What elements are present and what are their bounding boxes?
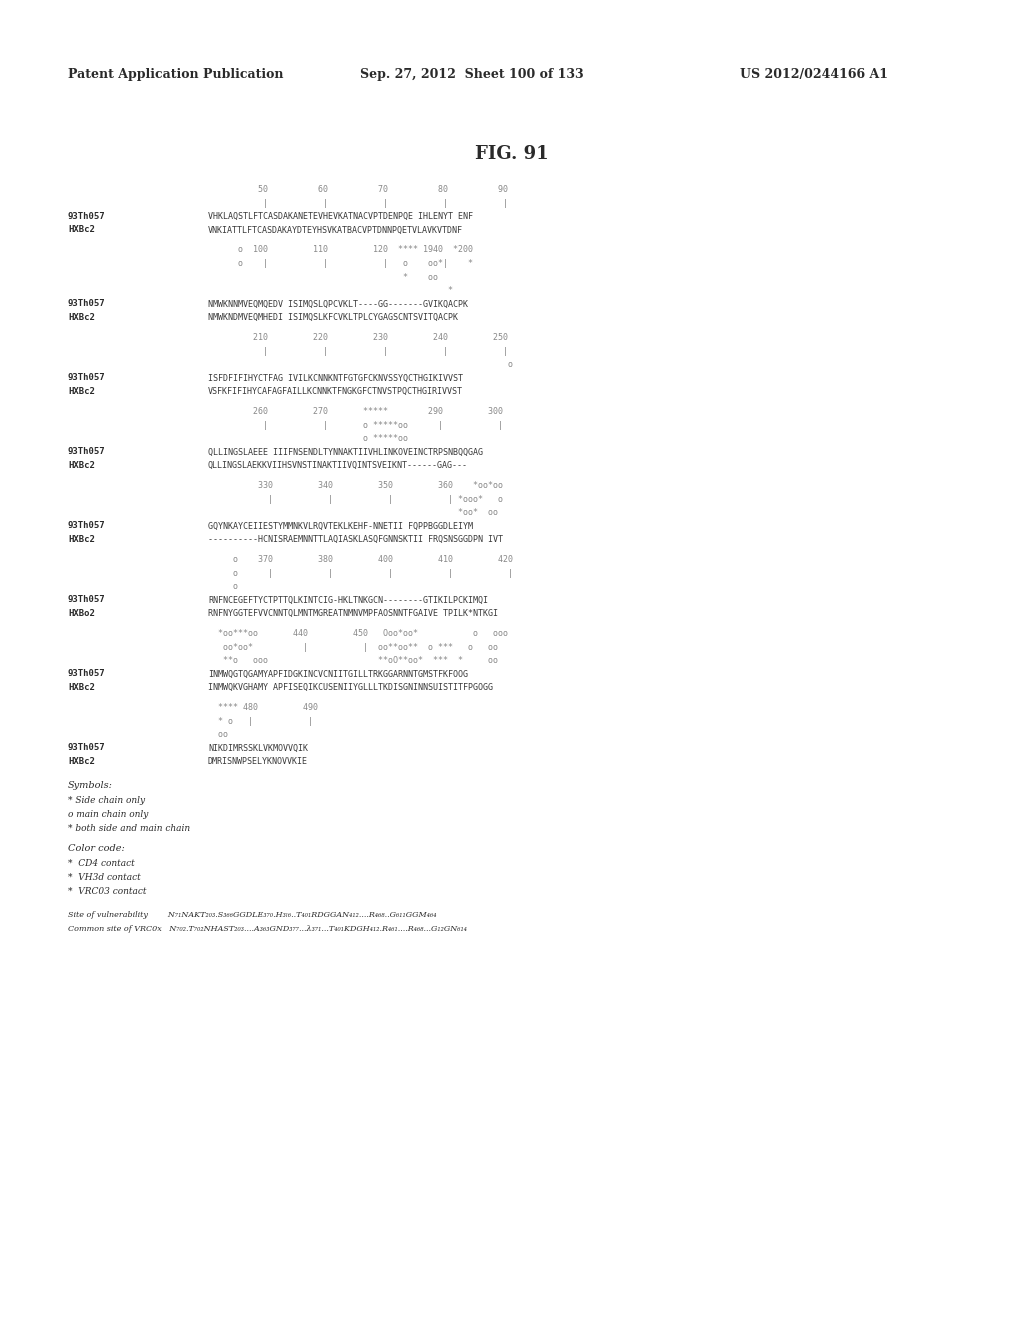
Text: **** 480         490: **** 480 490 — [208, 704, 318, 711]
Text: * Side chain only: * Side chain only — [68, 796, 145, 805]
Text: Symbols:: Symbols: — [68, 781, 113, 789]
Text: 93Th057: 93Th057 — [68, 743, 105, 752]
Text: VSFKFIFIHYCAFAGFAILLKCNNKTFNGKGFCTNVSTPQCTHGIRIVVST: VSFKFIFIHYCAFAGFAILLKCNNKTFNGKGFCTNVSTPQ… — [208, 387, 463, 396]
Text: 93Th057: 93Th057 — [68, 213, 105, 220]
Text: **o   ooo                      **oO**oo*  ***  *     oo: **o ooo **oO**oo* *** * oo — [208, 656, 498, 665]
Text: *: * — [208, 286, 453, 294]
Text: VNKIATTLFTCASDAKAYDTEYHSVKATBACVPTDNNPQETVLAVKVTDNF: VNKIATTLFTCASDAKAYDTEYHSVKATBACVPTDNNPQE… — [208, 226, 463, 235]
Text: QLLINGSLAEKKVIIHSVNSTINAKTIIVQINTSVEIKNT------GAG---: QLLINGSLAEKKVIIHSVNSTINAKTIIVQINTSVEIKNT… — [208, 461, 468, 470]
Text: VHKLAQSTLFTCASDAKANETEVHEVKATNACVPTDENPQE IHLENYT ENF: VHKLAQSTLFTCASDAKANETEVHEVKATNACVPTDENPQ… — [208, 213, 473, 220]
Text: HXBo2: HXBo2 — [68, 609, 95, 618]
Text: 93Th057: 93Th057 — [68, 300, 105, 309]
Text: |           |       o *****oo      |           |: | | o *****oo | | — [208, 421, 503, 429]
Text: 93Th057: 93Th057 — [68, 374, 105, 383]
Text: * both side and main chain: * both side and main chain — [68, 824, 190, 833]
Text: QLLINGSLAEEE IIIFNSENDLTYNNAKTIIVHLINKOVEINCTRPSNBQQGAG: QLLINGSLAEEE IIIFNSENDLTYNNAKTIIVHLINKOV… — [208, 447, 483, 457]
Text: HXBc2: HXBc2 — [68, 313, 95, 322]
Text: 93Th057: 93Th057 — [68, 521, 105, 531]
Text: |           |           |           |           |: | | | | | — [208, 198, 508, 207]
Text: *oo***oo       440         450   Ooo*oo*           o   ooo: *oo***oo 440 450 Ooo*oo* o ooo — [208, 630, 508, 638]
Text: 50          60          70          80          90: 50 60 70 80 90 — [208, 185, 508, 194]
Text: HXBc2: HXBc2 — [68, 682, 95, 692]
Text: NMWKNDMVEQMHEDI ISIMQSLKFCVKLTPLCYGAGSCNTSVITQACPK: NMWKNDMVEQMHEDI ISIMQSLKFCVKLTPLCYGAGSCN… — [208, 313, 458, 322]
Text: FIG. 91: FIG. 91 — [475, 145, 549, 162]
Text: US 2012/0244166 A1: US 2012/0244166 A1 — [740, 69, 888, 81]
Text: 210         220         230         240         250: 210 220 230 240 250 — [208, 333, 508, 342]
Text: ----------HCNISRAEMNNTTLAQIASKLASQFGNNSKTII FRQSNSGGDPN IVT: ----------HCNISRAEMNNTTLAQIASKLASQFGNNSK… — [208, 535, 503, 544]
Text: HXBc2: HXBc2 — [68, 226, 95, 235]
Text: oo: oo — [208, 730, 228, 739]
Text: 93Th057: 93Th057 — [68, 669, 105, 678]
Text: 330         340         350         360    *oo*oo: 330 340 350 360 *oo*oo — [208, 480, 503, 490]
Text: INMWQGTQGAMYAPFIDGKINCVCNIITGILLTRKGGARNNTGMSTFKFOOG: INMWQGTQGAMYAPFIDGKINCVCNIITGILLTRKGGARN… — [208, 669, 468, 678]
Text: o  100         110         120  **** 1940  *200: o 100 110 120 **** 1940 *200 — [208, 246, 473, 255]
Text: o main chain only: o main chain only — [68, 810, 148, 818]
Text: *  VRC03 contact: * VRC03 contact — [68, 887, 146, 896]
Text: Site of vulnerability        N₇₁NAKT₂₀₃.S₃₆₆GGDLE₃₇₀.H₃ₗ₆..T₄₀₁RDGGAN₄₁₂....R₄₆₈: Site of vulnerability N₇₁NAKT₂₀₃.S₃₆₆GGD… — [68, 911, 436, 919]
Text: o: o — [208, 582, 238, 591]
Text: 260         270       *****        290         300: 260 270 ***** 290 300 — [208, 407, 503, 416]
Text: INMWQKVGHAMY APFISEQIKCUSENIIYGLLLTKDISGNINNSUISTITFPGOGG: INMWQKVGHAMY APFISEQIKCUSENIIYGLLLTKDISG… — [208, 682, 493, 692]
Text: o    |           |           |   o    oo*|    *: o | | | o oo*| * — [208, 259, 473, 268]
Text: NIKDIMRSSKLVKMOVVQIK: NIKDIMRSSKLVKMOVVQIK — [208, 743, 308, 752]
Text: NMWKNNMVEQMQEDV ISIMQSLQPCVKLT----GG-------GVIKQACPK: NMWKNNMVEQMQEDV ISIMQSLQPCVKLT----GG----… — [208, 300, 468, 309]
Text: RNFNYGGTEFVVCNNTQLMNTMGREATNMNVMPFAOSNNTFGAIVE TPILK*NTKGI: RNFNYGGTEFVVCNNTQLMNTMGREATNMNVMPFAOSNNT… — [208, 609, 498, 618]
Text: HXBc2: HXBc2 — [68, 461, 95, 470]
Text: 93Th057: 93Th057 — [68, 447, 105, 457]
Text: HXBc2: HXBc2 — [68, 535, 95, 544]
Text: RNFNCEGEFTYCTPTTQLKINTCIG-HKLTNKGCN--------GTIKILPCKIMQI: RNFNCEGEFTYCTPTTQLKINTCIG-HKLTNKGCN-----… — [208, 595, 488, 605]
Text: *    oo: * oo — [208, 272, 438, 281]
Text: Common site of VRC0x   N₇₀₂.T₇₀₂NHAST₂₀₃....A₃₆₃GND₃₇₇...λ₃₇₁...T₄₀₁KDGH₄₁₂.R₄₆₁: Common site of VRC0x N₇₀₂.T₇₀₂NHAST₂₀₃..… — [68, 925, 467, 933]
Text: Color code:: Color code: — [68, 843, 125, 853]
Text: ISFDFIFIHYCTFAG IVILKCNNKNTFGTGFCKNVSSYQCTHGIKIVVST: ISFDFIFIHYCTFAG IVILKCNNKNTFGTGFCKNVSSYQ… — [208, 374, 463, 383]
Text: Sep. 27, 2012  Sheet 100 of 133: Sep. 27, 2012 Sheet 100 of 133 — [360, 69, 584, 81]
Text: HXBc2: HXBc2 — [68, 387, 95, 396]
Text: 93Th057: 93Th057 — [68, 595, 105, 605]
Text: * o   |           |: * o | | — [208, 717, 313, 726]
Text: HXBc2: HXBc2 — [68, 756, 95, 766]
Text: |           |           |           | *ooo*   o: | | | | *ooo* o — [208, 495, 503, 503]
Text: oo*oo*          |           |  oo**oo**  o ***   o   oo: oo*oo* | | oo**oo** o *** o oo — [208, 643, 498, 652]
Text: *  VH3d contact: * VH3d contact — [68, 873, 140, 882]
Text: Patent Application Publication: Patent Application Publication — [68, 69, 284, 81]
Text: *oo*  oo: *oo* oo — [208, 508, 498, 517]
Text: GQYNKAYCEIIESTYMMNKVLRQVTEKLKEHF-NNETII FQPPBGGDLEIYM: GQYNKAYCEIIESTYMMNKVLRQVTEKLKEHF-NNETII … — [208, 521, 473, 531]
Text: o: o — [208, 360, 513, 370]
Text: *  CD4 contact: * CD4 contact — [68, 859, 135, 869]
Text: o    370         380         400         410         420: o 370 380 400 410 420 — [208, 554, 513, 564]
Text: o *****oo: o *****oo — [208, 434, 408, 444]
Text: |           |           |           |           |: | | | | | — [208, 346, 508, 355]
Text: o      |           |           |           |           |: o | | | | | — [208, 569, 513, 578]
Text: DMRISNWPSELYKNOVVKIE: DMRISNWPSELYKNOVVKIE — [208, 756, 308, 766]
